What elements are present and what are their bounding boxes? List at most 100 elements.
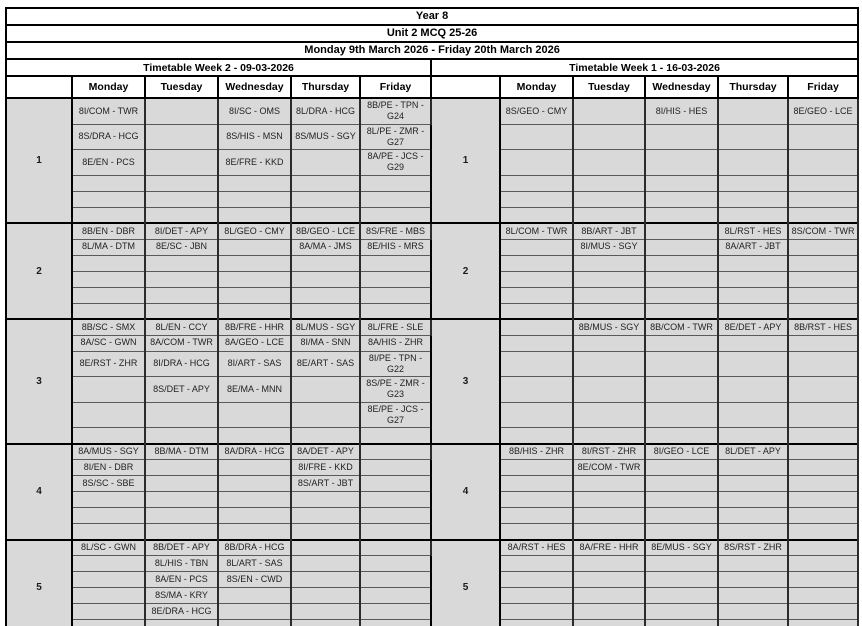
timetable-cell xyxy=(572,401,646,428)
timetable-cell xyxy=(217,587,292,604)
timetable-cell xyxy=(71,302,146,320)
timetable-cell: 8E/MUS - SGY xyxy=(644,538,719,556)
timetable-cell xyxy=(499,206,574,224)
timetable-cell: 8L/FRE - SLE xyxy=(359,318,432,336)
timetable-cell xyxy=(644,555,719,572)
timetable-cell xyxy=(71,491,146,508)
timetable-cell xyxy=(572,491,646,508)
timetable-cell: 8L/EN - CCY xyxy=(144,318,219,336)
timetable-cell: 8I/GEO - LCE xyxy=(644,442,719,460)
timetable-cell: 8I/COM - TWR xyxy=(71,97,146,125)
timetable-cell xyxy=(144,523,219,540)
period-label: 1 xyxy=(5,97,73,224)
timetable-cell xyxy=(786,507,860,524)
timetable-row xyxy=(6,254,860,272)
timetable-cell xyxy=(359,491,432,508)
timetable-cell xyxy=(717,174,789,192)
timetable-cell xyxy=(786,238,860,256)
timetable-cell: 8B/RST - HES xyxy=(786,318,860,336)
timetable-cell xyxy=(499,334,574,352)
timetable-row: 8E/EN - PCS 8E/FRE - KKD 8A/PE - JCS - G29 xyxy=(6,149,860,176)
timetable-cell xyxy=(786,286,860,304)
period-label: 3 xyxy=(5,318,73,445)
timetable-cell xyxy=(644,270,719,288)
timetable-cell xyxy=(217,254,292,272)
timetable-cell xyxy=(144,190,219,208)
timetable-cell xyxy=(359,603,432,620)
timetable-cell xyxy=(290,286,361,304)
timetable-cell xyxy=(71,523,146,540)
timetable-cell xyxy=(71,427,146,444)
timetable-cell xyxy=(644,459,719,476)
timetable-cell xyxy=(71,270,146,288)
timetable-cell xyxy=(786,334,860,352)
timetable-cell: 8A/DRA - HCG xyxy=(217,442,292,460)
timetable-cell: 8S/HIS - MSN xyxy=(217,123,292,150)
timetable-cell xyxy=(359,206,432,224)
timetable-cell xyxy=(499,376,574,403)
timetable-cell xyxy=(572,97,646,125)
timetable-cell xyxy=(499,190,574,208)
day-header-monday: Monday xyxy=(499,75,574,99)
timetable-cell xyxy=(359,174,432,192)
timetable-cell xyxy=(359,555,432,572)
timetable-cell: 8E/RST - ZHR xyxy=(71,350,146,377)
timetable-cell xyxy=(572,555,646,572)
timetable-cell xyxy=(359,571,432,588)
timetable-cell xyxy=(786,427,860,444)
timetable-cell: 8A/PE - JCS - G29 xyxy=(359,149,432,176)
timetable-cell xyxy=(786,149,860,176)
timetable-cell xyxy=(786,555,860,572)
timetable-cell xyxy=(717,523,789,540)
day-header-friday: Friday xyxy=(359,75,432,99)
timetable-cell: 8E/MA - MNN xyxy=(217,376,292,403)
timetable-cell xyxy=(290,571,361,588)
timetable-cell xyxy=(644,190,719,208)
timetable-cell xyxy=(217,206,292,224)
timetable-cell: 8L/ART - SAS xyxy=(217,555,292,572)
period-label: 2 xyxy=(430,222,501,320)
timetable-cell xyxy=(217,286,292,304)
timetable-cell xyxy=(572,587,646,604)
timetable-cell xyxy=(71,190,146,208)
timetable-cell xyxy=(359,475,432,492)
timetable-cell xyxy=(572,149,646,176)
timetable-cell xyxy=(144,206,219,224)
timetable-body: 1 8I/COM - TWR 8I/SC - OMS 8L/DRA - HCG 8B/P… xyxy=(5,97,860,626)
period-label: 1 xyxy=(430,97,501,224)
timetable-cell xyxy=(144,619,219,626)
timetable-cell: 8B/SC - SMX xyxy=(71,318,146,336)
timetable-cell xyxy=(717,555,789,572)
timetable-cell xyxy=(717,123,789,150)
timetable-cell xyxy=(786,302,860,320)
timetable-cell xyxy=(644,619,719,626)
timetable-cell xyxy=(644,587,719,604)
timetable-cell: 8A/DET - APY xyxy=(290,442,361,460)
timetable-cell xyxy=(786,587,860,604)
timetable-cell: 8I/SC - OMS xyxy=(217,97,292,125)
timetable-cell xyxy=(644,123,719,150)
timetable-cell: 8E/DRA - HCG xyxy=(144,603,219,620)
timetable-cell xyxy=(786,254,860,272)
timetable-cell xyxy=(217,174,292,192)
timetable-cell: 8E/PE - JCS - G27 xyxy=(359,401,432,428)
timetable-cell xyxy=(71,286,146,304)
timetable-cell xyxy=(144,270,219,288)
day-header-thursday: Thursday xyxy=(717,75,789,99)
timetable-row: 2 8B/EN - DBR 8I/DET - APY 8L/GEO - CMY 8B/G… xyxy=(5,222,860,320)
timetable-row: 8A/SC - GWN 8A/COM - TWR 8A/GEO - LCE 8I/MA… xyxy=(6,334,860,352)
timetable-cell xyxy=(217,603,292,620)
timetable-cell: 8B/HIS - ZHR xyxy=(499,442,574,460)
timetable-cell xyxy=(644,571,719,588)
timetable-cell xyxy=(144,459,219,476)
day-header-monday: Monday xyxy=(71,75,146,99)
timetable-cell xyxy=(290,507,361,524)
timetable-cell xyxy=(217,238,292,256)
timetable-cell: 8L/COM - TWR xyxy=(499,222,574,240)
timetable-cell xyxy=(499,174,574,192)
timetable-cell: 8S/SC - SBE xyxy=(71,475,146,492)
timetable-cell: 8B/MUS - SGY xyxy=(572,318,646,336)
timetable-cell xyxy=(786,459,860,476)
timetable-cell xyxy=(290,491,361,508)
timetable-cell: 8A/EN - PCS xyxy=(144,571,219,588)
